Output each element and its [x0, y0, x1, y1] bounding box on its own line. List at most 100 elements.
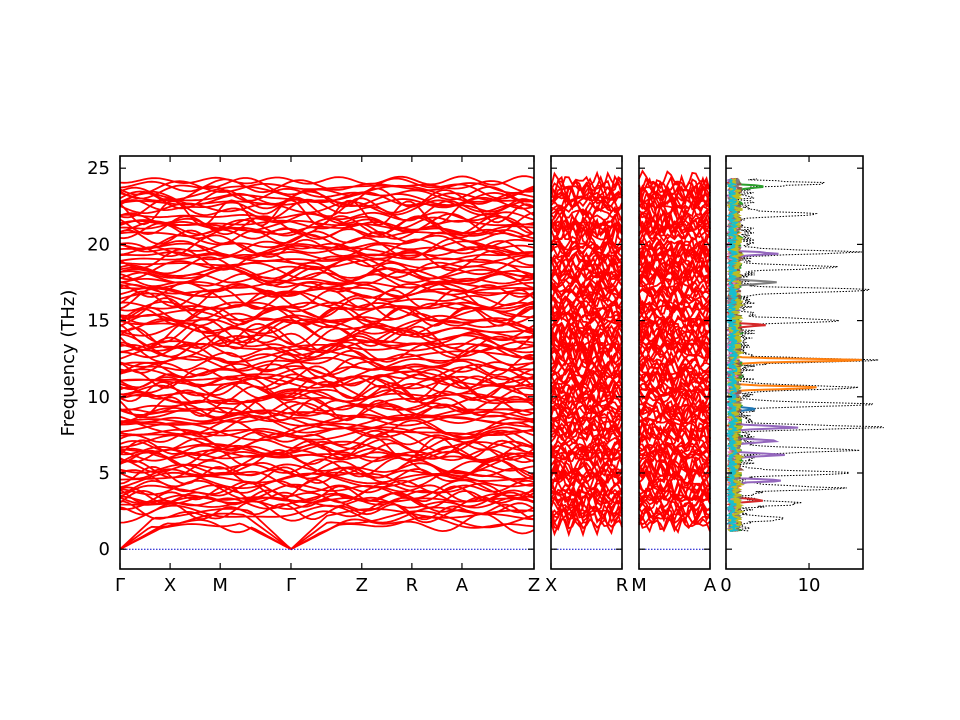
high-symmetry-label: X	[164, 575, 176, 596]
band-line	[550, 314, 623, 335]
band-line	[119, 489, 535, 508]
band-line	[550, 324, 623, 344]
band-line	[119, 261, 535, 282]
high-symmetry-label: Z	[356, 575, 368, 596]
band-line	[119, 410, 535, 430]
band-line	[119, 389, 535, 411]
band-line	[119, 370, 535, 387]
band-line	[119, 246, 535, 260]
y-axis-title: Frequency (THz)	[58, 290, 79, 437]
band-line	[119, 353, 535, 378]
band-line	[550, 279, 623, 301]
band-line	[119, 479, 535, 495]
band-line	[119, 334, 535, 359]
band-line	[638, 442, 711, 455]
band-line	[119, 253, 535, 264]
band-line	[119, 459, 535, 479]
band-line	[638, 297, 711, 318]
panel-frame	[550, 155, 623, 570]
band-line	[119, 220, 535, 236]
band-line	[550, 273, 623, 290]
band-line	[119, 238, 535, 258]
band-line	[119, 199, 535, 227]
band-line	[638, 399, 711, 425]
total-dos-line	[732, 178, 884, 532]
band-line	[638, 221, 711, 242]
band-line	[550, 441, 623, 460]
high-symmetry-label: Γ	[286, 575, 296, 596]
band-line	[638, 278, 711, 303]
band-line	[119, 318, 535, 344]
band-line	[119, 388, 535, 403]
band-line	[638, 479, 711, 497]
high-symmetry-label: R	[616, 575, 629, 596]
band-line	[550, 492, 623, 515]
band-line	[119, 485, 535, 504]
band-line	[119, 305, 535, 327]
band-line	[550, 170, 623, 191]
band-line	[120, 282, 535, 298]
band-line	[638, 500, 711, 525]
band-line	[550, 321, 623, 342]
band-line	[550, 370, 623, 396]
band-line	[638, 313, 711, 328]
band-line	[638, 325, 711, 350]
high-symmetry-label: M	[212, 575, 228, 596]
band-line	[119, 178, 535, 194]
band-line	[119, 251, 535, 261]
band-line	[638, 201, 711, 212]
dos-panel-frame	[725, 155, 864, 570]
y-tick-label: 10	[87, 387, 110, 408]
band-line	[119, 451, 535, 477]
band-line	[550, 212, 623, 235]
high-symmetry-label: R	[406, 575, 419, 596]
band-line	[119, 481, 535, 504]
band-line	[638, 183, 711, 204]
band-line	[119, 290, 535, 311]
high-symmetry-label: X	[545, 575, 557, 596]
band-line	[550, 267, 623, 285]
band-line	[119, 396, 535, 419]
band-line	[550, 379, 623, 394]
y-tick-label: 15	[87, 311, 110, 332]
band-line	[550, 403, 623, 431]
band-line	[119, 301, 535, 313]
band-line	[119, 489, 535, 509]
band-line	[550, 198, 623, 216]
band-line	[119, 429, 535, 454]
band-line	[550, 383, 623, 406]
band-line	[638, 397, 711, 420]
band-line	[638, 169, 711, 190]
band-line	[119, 272, 535, 289]
band-line	[119, 238, 535, 259]
dos-x-tick-label: 0	[720, 575, 731, 596]
pdos-line	[725, 178, 740, 532]
band-line	[119, 312, 535, 329]
band-line	[119, 508, 535, 551]
band-line	[550, 184, 623, 205]
band-line	[638, 434, 711, 453]
band-line	[119, 297, 535, 321]
band-line	[550, 315, 623, 340]
band-line	[119, 212, 535, 230]
band-line	[119, 184, 535, 203]
dos-panel: 0 10	[720, 155, 884, 596]
band-line	[550, 239, 623, 256]
band-line	[638, 232, 711, 251]
band-line	[119, 317, 535, 335]
band-line	[550, 422, 623, 441]
band-line	[119, 384, 535, 405]
band-line	[551, 404, 623, 418]
band-line	[119, 185, 535, 203]
band-line	[638, 212, 711, 237]
band-panel-1: Γ X M Γ Z R A Z 0 5 10 15 20 25	[87, 155, 540, 596]
band-line	[638, 263, 711, 287]
band-line	[119, 187, 535, 208]
band-line	[119, 288, 535, 312]
y-tick-label: 5	[99, 463, 110, 484]
band-line	[550, 289, 623, 309]
